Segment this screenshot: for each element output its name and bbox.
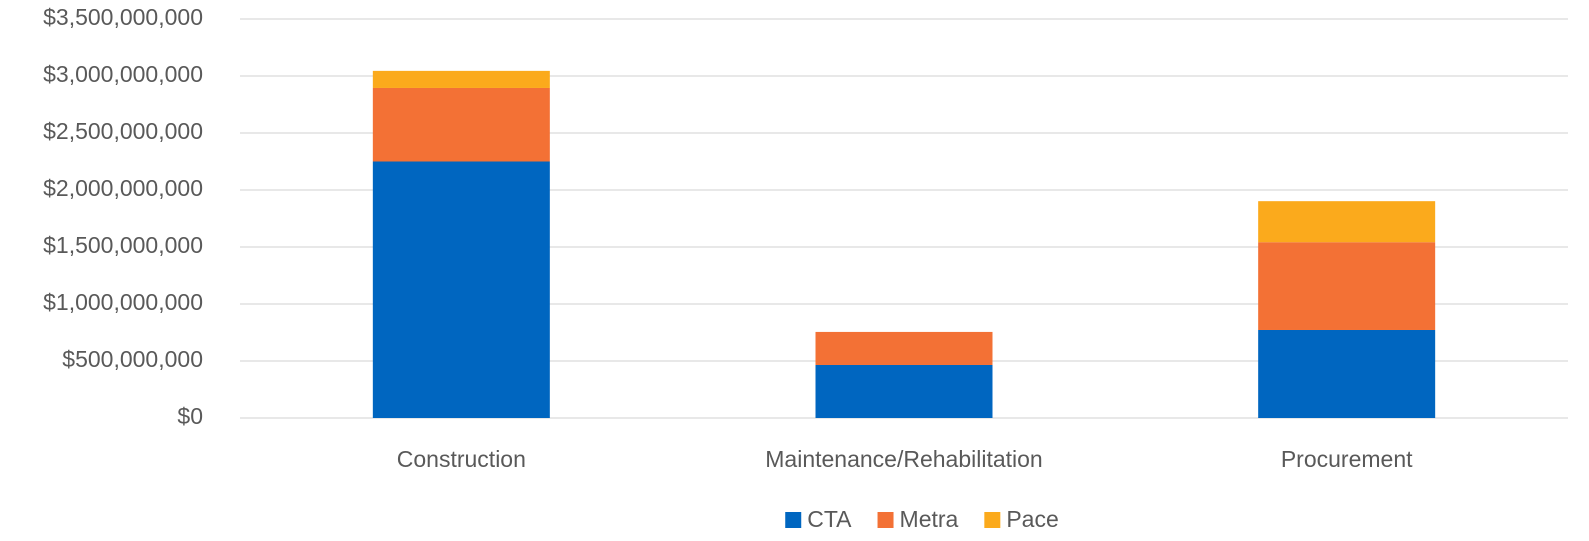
bar-segment xyxy=(1258,201,1436,243)
x-tick-label: Procurement xyxy=(1281,446,1413,472)
bar-segment xyxy=(372,70,550,88)
y-tick-label: $500,000,000 xyxy=(62,346,203,372)
legend-label: Pace xyxy=(1006,506,1058,532)
bar-segment xyxy=(815,331,993,365)
bar-segment xyxy=(1258,242,1436,330)
y-tick-label: $3,000,000,000 xyxy=(43,61,203,87)
bar-segment xyxy=(1258,329,1436,418)
bar-segment xyxy=(815,364,993,418)
x-tick-label: Maintenance/Rehabilitation xyxy=(765,446,1042,472)
y-tick-label: $0 xyxy=(177,403,203,429)
legend-swatch xyxy=(984,512,1001,528)
legend-label: Metra xyxy=(900,506,959,532)
bar-segment xyxy=(372,161,550,418)
y-tick-label: $2,500,000,000 xyxy=(43,118,203,144)
legend-label: CTA xyxy=(807,506,852,532)
y-tick-label: $1,500,000,000 xyxy=(43,232,203,258)
y-tick-label: $2,000,000,000 xyxy=(43,175,203,201)
legend-swatch xyxy=(877,512,894,528)
bar-segment xyxy=(372,87,550,162)
y-tick-label: $3,500,000,000 xyxy=(43,4,203,30)
x-tick-label: Construction xyxy=(397,446,526,472)
legend-swatch xyxy=(785,512,802,528)
y-tick-label: $1,000,000,000 xyxy=(43,289,203,315)
